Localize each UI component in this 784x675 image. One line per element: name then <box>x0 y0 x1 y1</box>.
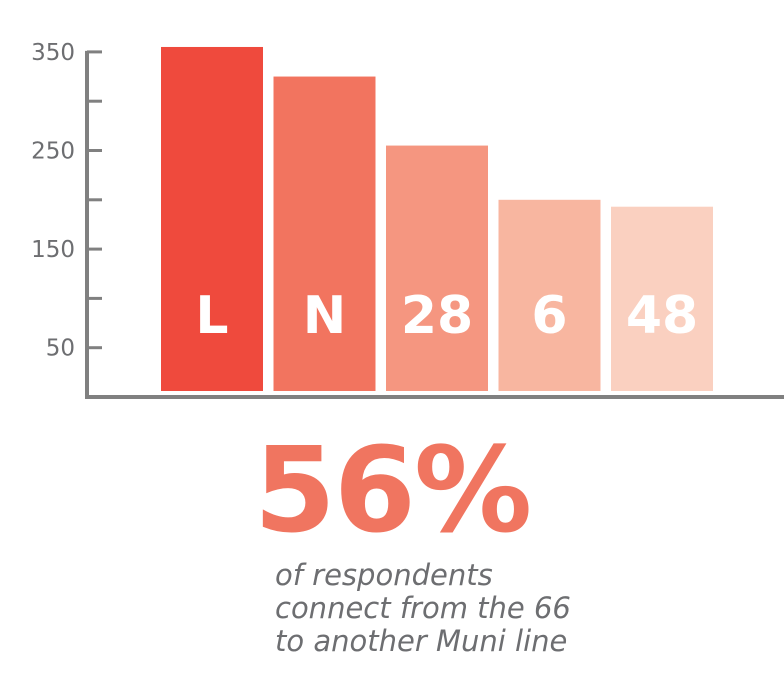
bar-label: 6 <box>531 286 567 346</box>
bar-6 <box>498 199 601 391</box>
y-tick-label: 350 <box>31 40 75 66</box>
stat-caption-line-3: to another Muni line <box>275 624 568 658</box>
bar-chart: 50 150 250 350 L N 28 6 48 <box>31 40 784 399</box>
y-tick-label: 50 <box>46 336 75 362</box>
bars <box>161 46 713 392</box>
bar-label: 28 <box>401 286 473 346</box>
stat-percentage: 56% <box>253 421 532 559</box>
bar-label: L <box>195 286 228 346</box>
y-tick-label: 250 <box>31 139 75 165</box>
bar-28 <box>386 145 488 391</box>
bar-labels: L N 28 6 48 <box>195 286 698 346</box>
bar-N <box>273 76 376 392</box>
y-axis: 50 150 250 350 <box>31 40 102 397</box>
stat-caption: of respondents connect from the 66 to an… <box>275 559 675 658</box>
bar-label: N <box>303 286 347 346</box>
bar-label: 48 <box>626 286 698 346</box>
stat-caption-line-1: of respondents <box>275 558 493 592</box>
bar-48 <box>611 206 713 391</box>
bar-L <box>161 46 263 391</box>
stat-caption-line-2: connect from the 66 <box>275 591 571 625</box>
y-tick-label: 150 <box>31 237 75 263</box>
